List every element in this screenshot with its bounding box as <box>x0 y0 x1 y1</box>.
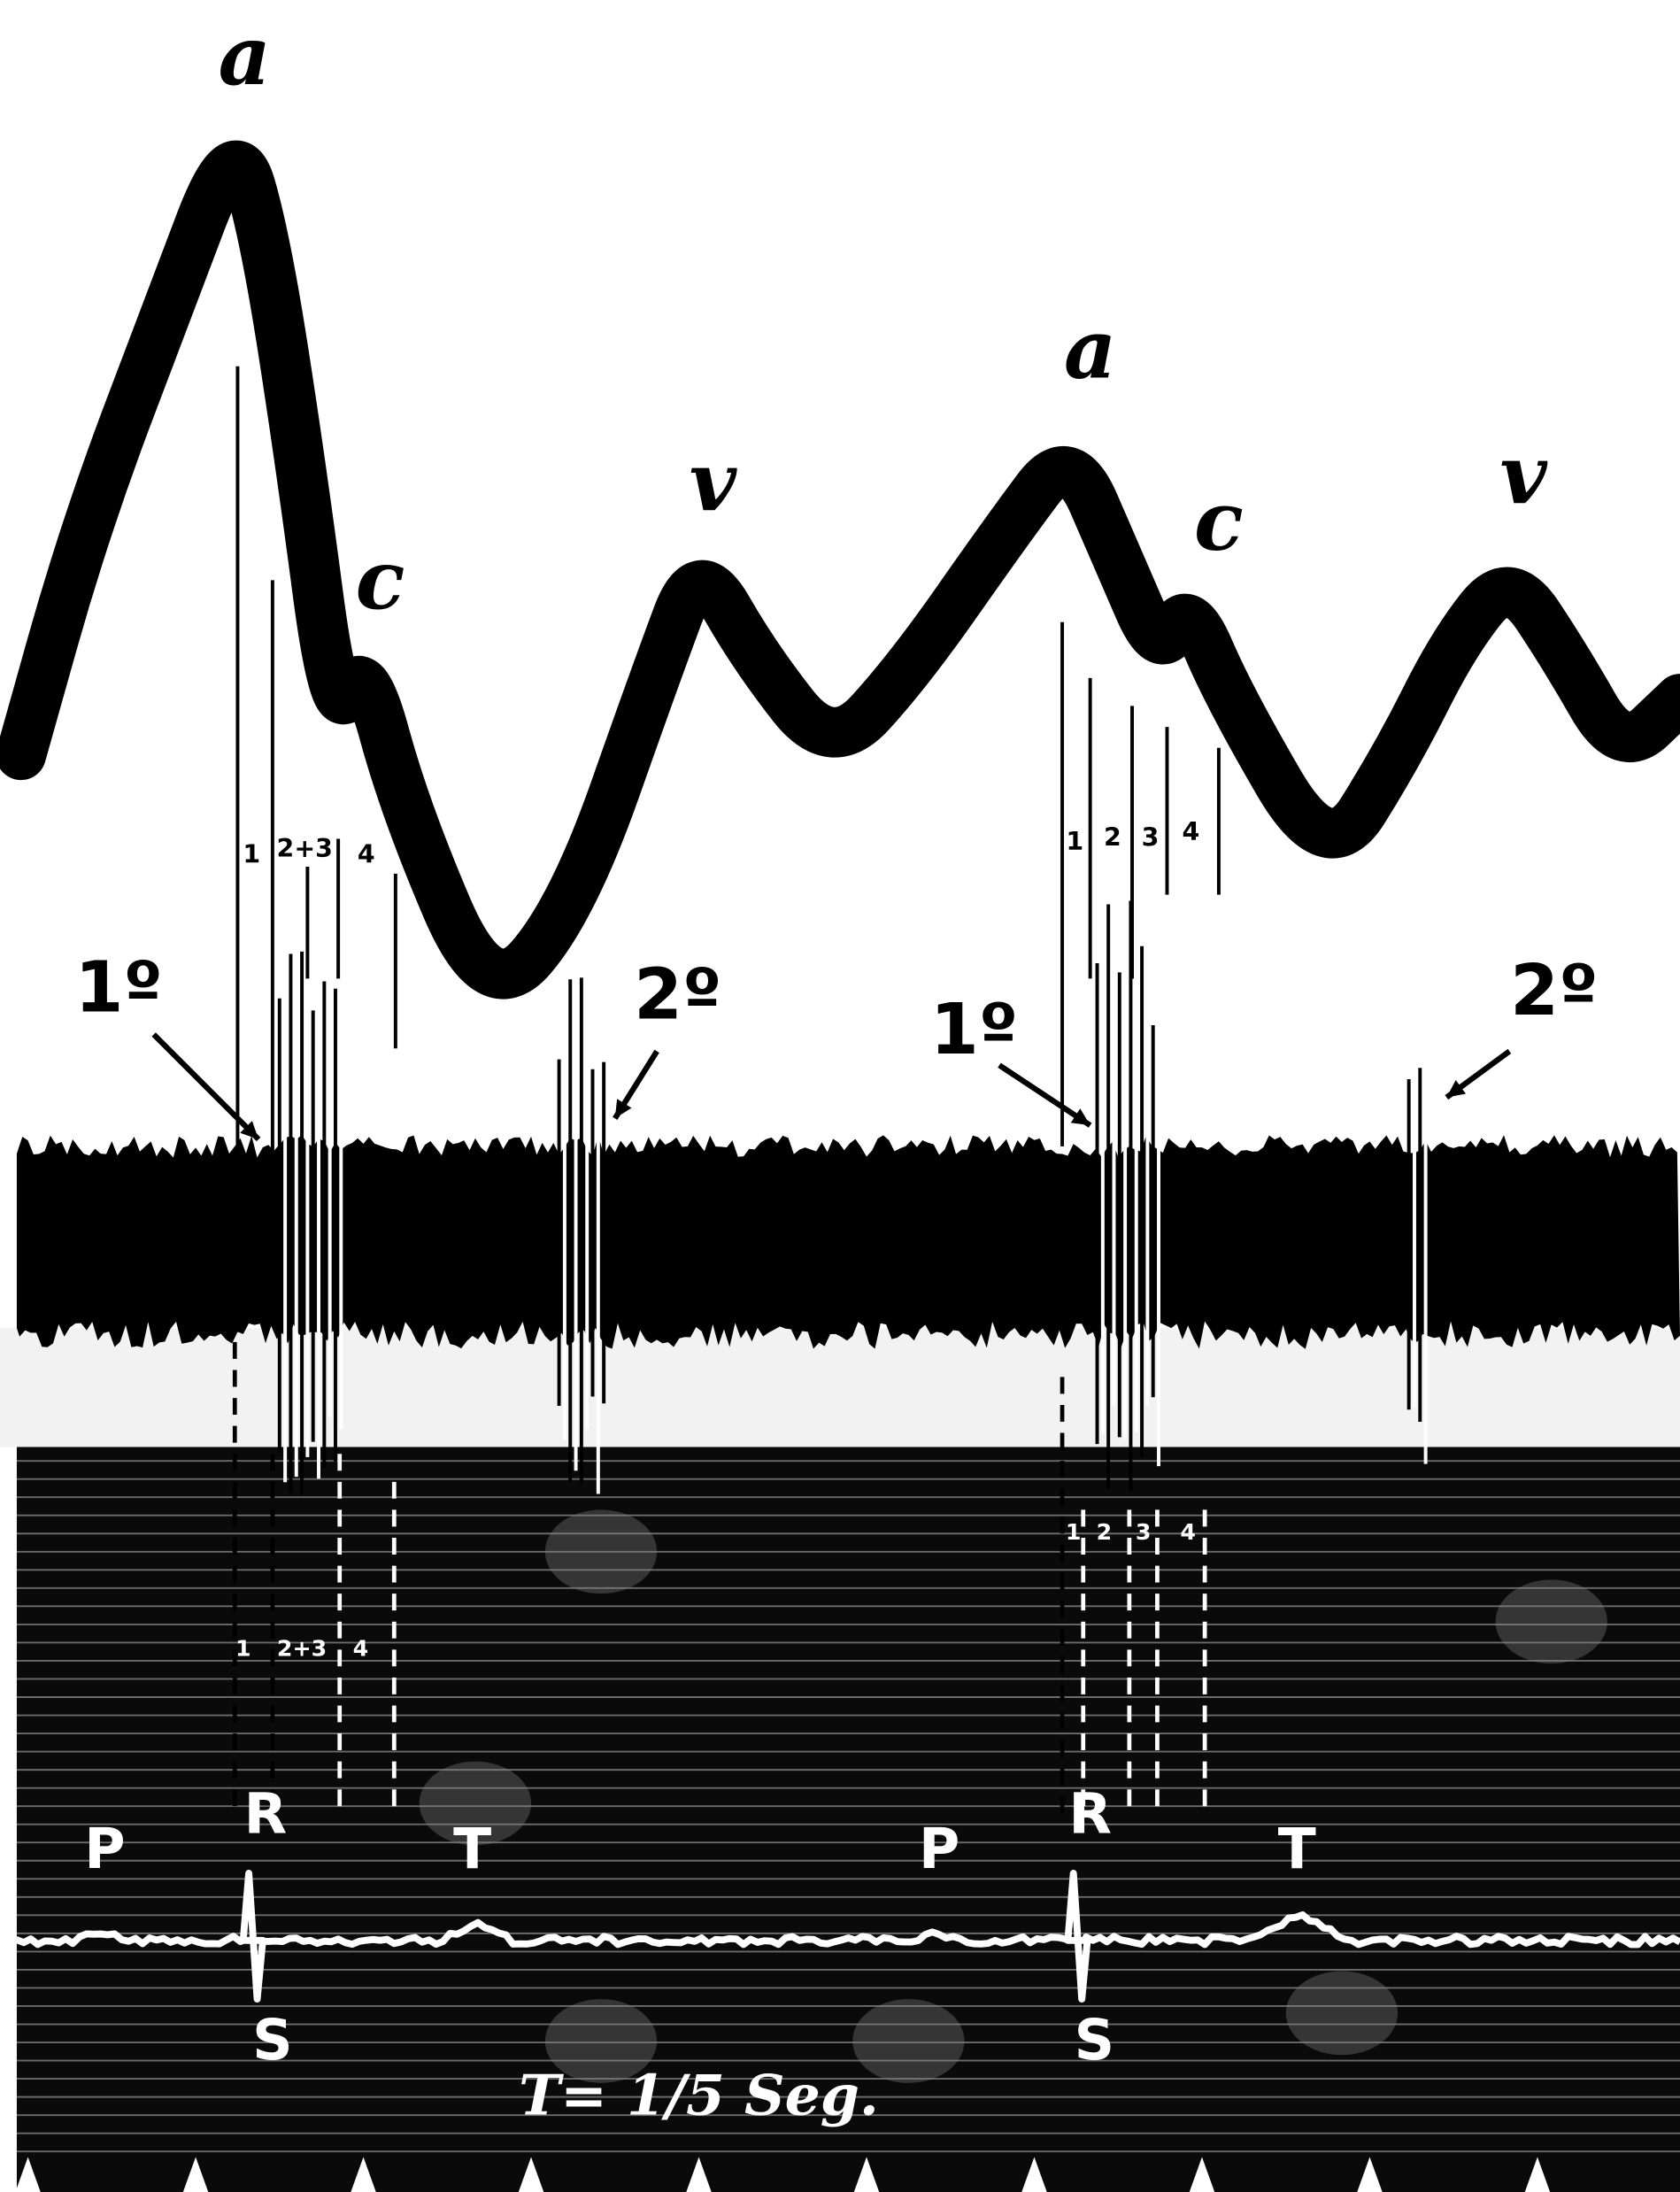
sound-label: 2º <box>634 954 721 1036</box>
phase-label: 3 <box>1142 822 1160 852</box>
time-mark: T= 1/5 Seg. <box>519 2062 879 2127</box>
sound-band <box>17 1135 1680 1349</box>
page: {"cycle_1": {"a": "a", "c": "c", "v": "v… <box>0 0 1680 2192</box>
sound-label: 1º <box>930 989 1018 1070</box>
wave-label: c <box>1194 474 1244 569</box>
wave-label: a <box>1064 301 1116 397</box>
light-patch <box>545 1509 657 1594</box>
phase-label: 2+3 <box>277 1635 327 1661</box>
ecg-label: P <box>84 1816 125 1881</box>
phase-label: 4 <box>353 1635 369 1661</box>
light-patch <box>1286 1972 1398 2056</box>
wave-label: c <box>356 532 405 628</box>
ecg-label: R <box>1068 1780 1112 1846</box>
phase-label: 1 <box>1066 1519 1082 1545</box>
phase-label: 1 <box>243 839 260 868</box>
ecg-label: S <box>1075 2007 1114 2072</box>
sound-label: 2º <box>1510 950 1598 1031</box>
ecg-label: T <box>453 1816 491 1881</box>
ecg-label: S <box>252 2007 292 2072</box>
phase-label: 4 <box>1180 1519 1196 1545</box>
phase-label: 4 <box>1182 817 1199 846</box>
phase-label: 2 <box>1104 822 1121 852</box>
phase-label: 2+3 <box>277 834 333 863</box>
wave-label: a <box>219 8 271 104</box>
sound-label: 1º <box>74 947 162 1029</box>
ecg-label: R <box>244 1780 288 1846</box>
phase-label: 3 <box>1136 1519 1152 1545</box>
wave-label: v <box>1500 428 1549 523</box>
gap-band <box>0 1328 1680 1447</box>
phase-label: 2 <box>1097 1519 1113 1545</box>
phase-label: 1 <box>235 1635 251 1661</box>
phase-label: 4 <box>358 839 375 868</box>
ecg-label: P <box>919 1816 959 1881</box>
tracing-figure: a c v 1º 2º 1 2+3 4 1 2+3 4 P R S T a c … <box>0 0 1680 2192</box>
ecg-label: T <box>1278 1816 1316 1881</box>
wave-label: v <box>690 434 738 529</box>
light-patch <box>1496 1579 1607 1663</box>
phase-label: 1 <box>1066 827 1083 856</box>
